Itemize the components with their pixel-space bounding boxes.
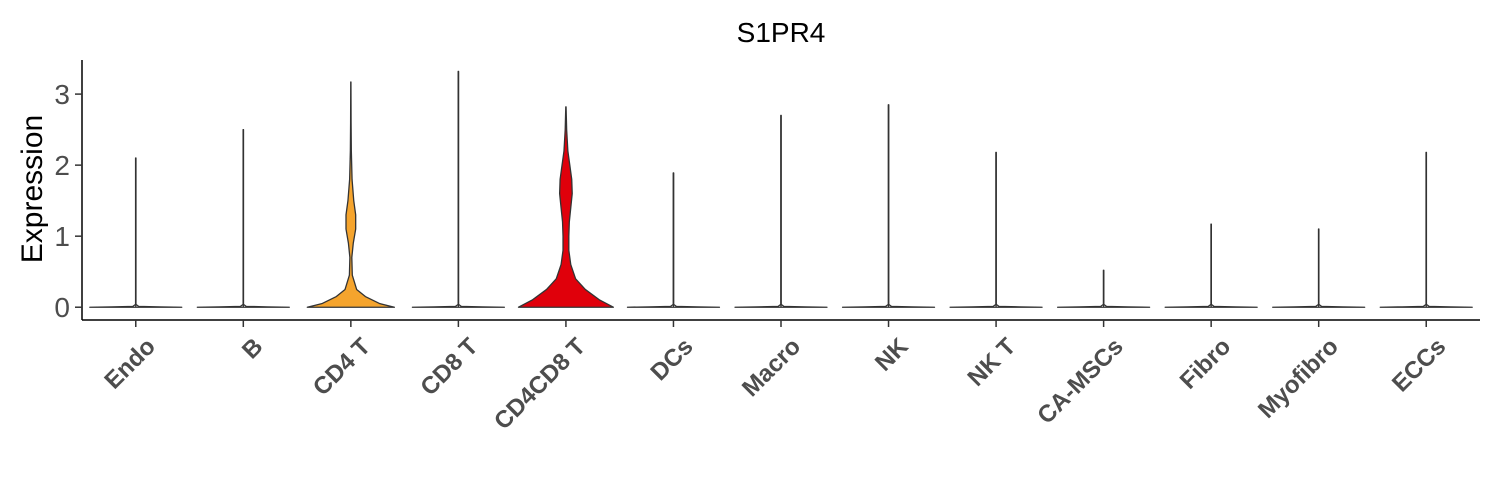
x-tick-label-nk-t: NK T	[963, 333, 1022, 392]
violin-nk	[841, 104, 936, 308]
violin-dcs	[626, 172, 721, 308]
violin-cd4cd8-t	[517, 106, 614, 308]
y-tick-label: 1	[54, 221, 70, 252]
violin-fibro	[1164, 223, 1258, 308]
x-tick-label-b: B	[237, 333, 268, 364]
x-tick-label-cd4-t: CD4 T	[308, 333, 376, 401]
violin-cd4-t	[306, 81, 396, 308]
violin-b	[196, 128, 290, 308]
x-tick-label-cd8-t: CD8 T	[415, 333, 483, 401]
x-tick-label-fibro: Fibro	[1175, 333, 1237, 395]
x-tick-label-nk: NK	[870, 333, 914, 377]
x-tick-label-myofibro: Myofibro	[1253, 333, 1344, 424]
violin-group	[89, 70, 1473, 308]
violin-ca-mscs	[1056, 269, 1151, 308]
violin-macro	[734, 114, 828, 308]
violin-endo	[89, 157, 183, 308]
y-axis-ticks: 0 1 2 3	[54, 79, 82, 323]
violin-nk-t	[949, 151, 1043, 308]
y-tick-label: 2	[54, 150, 70, 181]
x-tick-label-cd4cd8-t: CD4CD8 T	[489, 333, 591, 435]
violin-shape-cd4cd8-t	[517, 106, 614, 308]
x-tick-label-ca-mscs: CA-MSCs	[1032, 333, 1128, 429]
violin-myofibro	[1272, 228, 1366, 308]
x-tick-label-endo: Endo	[99, 333, 161, 395]
x-tick-label-macro: Macro	[737, 333, 806, 402]
x-tick-label-dcs: DCs	[646, 333, 699, 386]
violin-eccs	[1379, 151, 1473, 308]
x-axis-ticks: Endo B CD4 T CD8 T CD4CD8 T DCs Macro NK NK T CA-…	[99, 320, 1451, 435]
chart-title: S1PR4	[737, 17, 826, 48]
y-axis-label: Expression	[16, 115, 49, 263]
x-tick-label-eccs: ECCs	[1387, 333, 1451, 397]
y-tick-label: 0	[54, 292, 70, 323]
violin-shape-cd4-t	[306, 81, 396, 308]
y-tick-label: 3	[54, 79, 70, 110]
violin-cd8-t	[411, 70, 506, 308]
